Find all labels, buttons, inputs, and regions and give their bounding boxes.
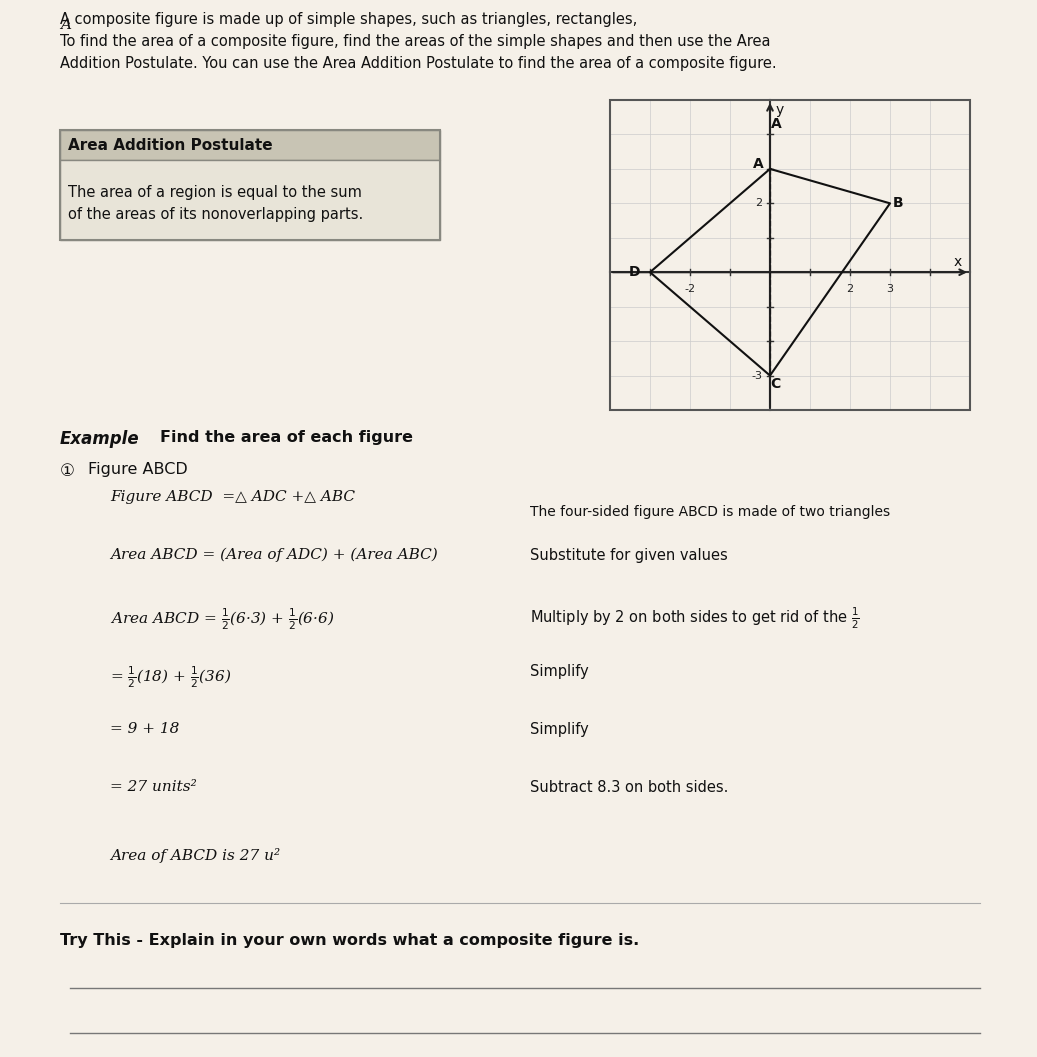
Text: 2: 2 — [755, 199, 762, 208]
Text: 3: 3 — [887, 284, 894, 294]
Text: Example: Example — [60, 430, 140, 448]
Text: Simplify: Simplify — [530, 722, 589, 737]
Text: Area ABCD = $\frac{1}{2}$(6·3) + $\frac{1}{2}$(6·6): Area ABCD = $\frac{1}{2}$(6·3) + $\frac{… — [110, 606, 335, 632]
Text: B: B — [893, 197, 903, 210]
Text: Area ABCD = (Area of ADC) + (Area ABC): Area ABCD = (Area of ADC) + (Area ABC) — [110, 548, 438, 562]
Text: x: x — [954, 255, 962, 268]
Text: A: A — [60, 18, 76, 32]
Text: ①: ① — [60, 462, 75, 480]
Text: A: A — [753, 156, 763, 171]
Text: Simplify: Simplify — [530, 664, 589, 679]
Text: = $\frac{1}{2}$(18) + $\frac{1}{2}$(36): = $\frac{1}{2}$(18) + $\frac{1}{2}$(36) — [110, 664, 231, 689]
Text: A composite figure is made up of simple shapes, such as triangles, rectangles,
T: A composite figure is made up of simple … — [60, 12, 777, 72]
Text: 2: 2 — [846, 284, 853, 294]
Text: The area of a region is equal to the sum
of the areas of its nonoverlapping part: The area of a region is equal to the sum… — [68, 185, 363, 222]
Text: -2: -2 — [684, 284, 696, 294]
FancyBboxPatch shape — [60, 160, 440, 240]
Text: = 27 units²: = 27 units² — [110, 780, 197, 794]
Text: The four-sided figure ABCD is made of two triangles: The four-sided figure ABCD is made of tw… — [530, 505, 890, 519]
Text: y: y — [776, 104, 784, 117]
Text: D: D — [629, 265, 641, 279]
Text: Figure ABCD: Figure ABCD — [88, 462, 188, 477]
Text: -3: -3 — [751, 371, 762, 381]
FancyBboxPatch shape — [60, 130, 440, 160]
Text: A: A — [770, 117, 781, 131]
Text: Area Addition Postulate: Area Addition Postulate — [68, 137, 273, 152]
Text: Find the area of each figure: Find the area of each figure — [160, 430, 413, 445]
Text: Try This - Explain in your own words what a composite figure is.: Try This - Explain in your own words wha… — [60, 933, 639, 948]
Text: Area of ABCD is 27 u²: Area of ABCD is 27 u² — [110, 848, 280, 863]
Text: Substitute for given values: Substitute for given values — [530, 548, 728, 563]
Text: Figure ABCD  =△ ADC +△ ABC: Figure ABCD =△ ADC +△ ABC — [110, 490, 355, 504]
Text: C: C — [769, 376, 780, 390]
Text: Subtract 8.3 on both sides.: Subtract 8.3 on both sides. — [530, 780, 728, 795]
Text: = 9 + 18: = 9 + 18 — [110, 722, 179, 736]
Text: Multiply by 2 on both sides to get rid of the $\frac{1}{2}$: Multiply by 2 on both sides to get rid o… — [530, 606, 860, 631]
